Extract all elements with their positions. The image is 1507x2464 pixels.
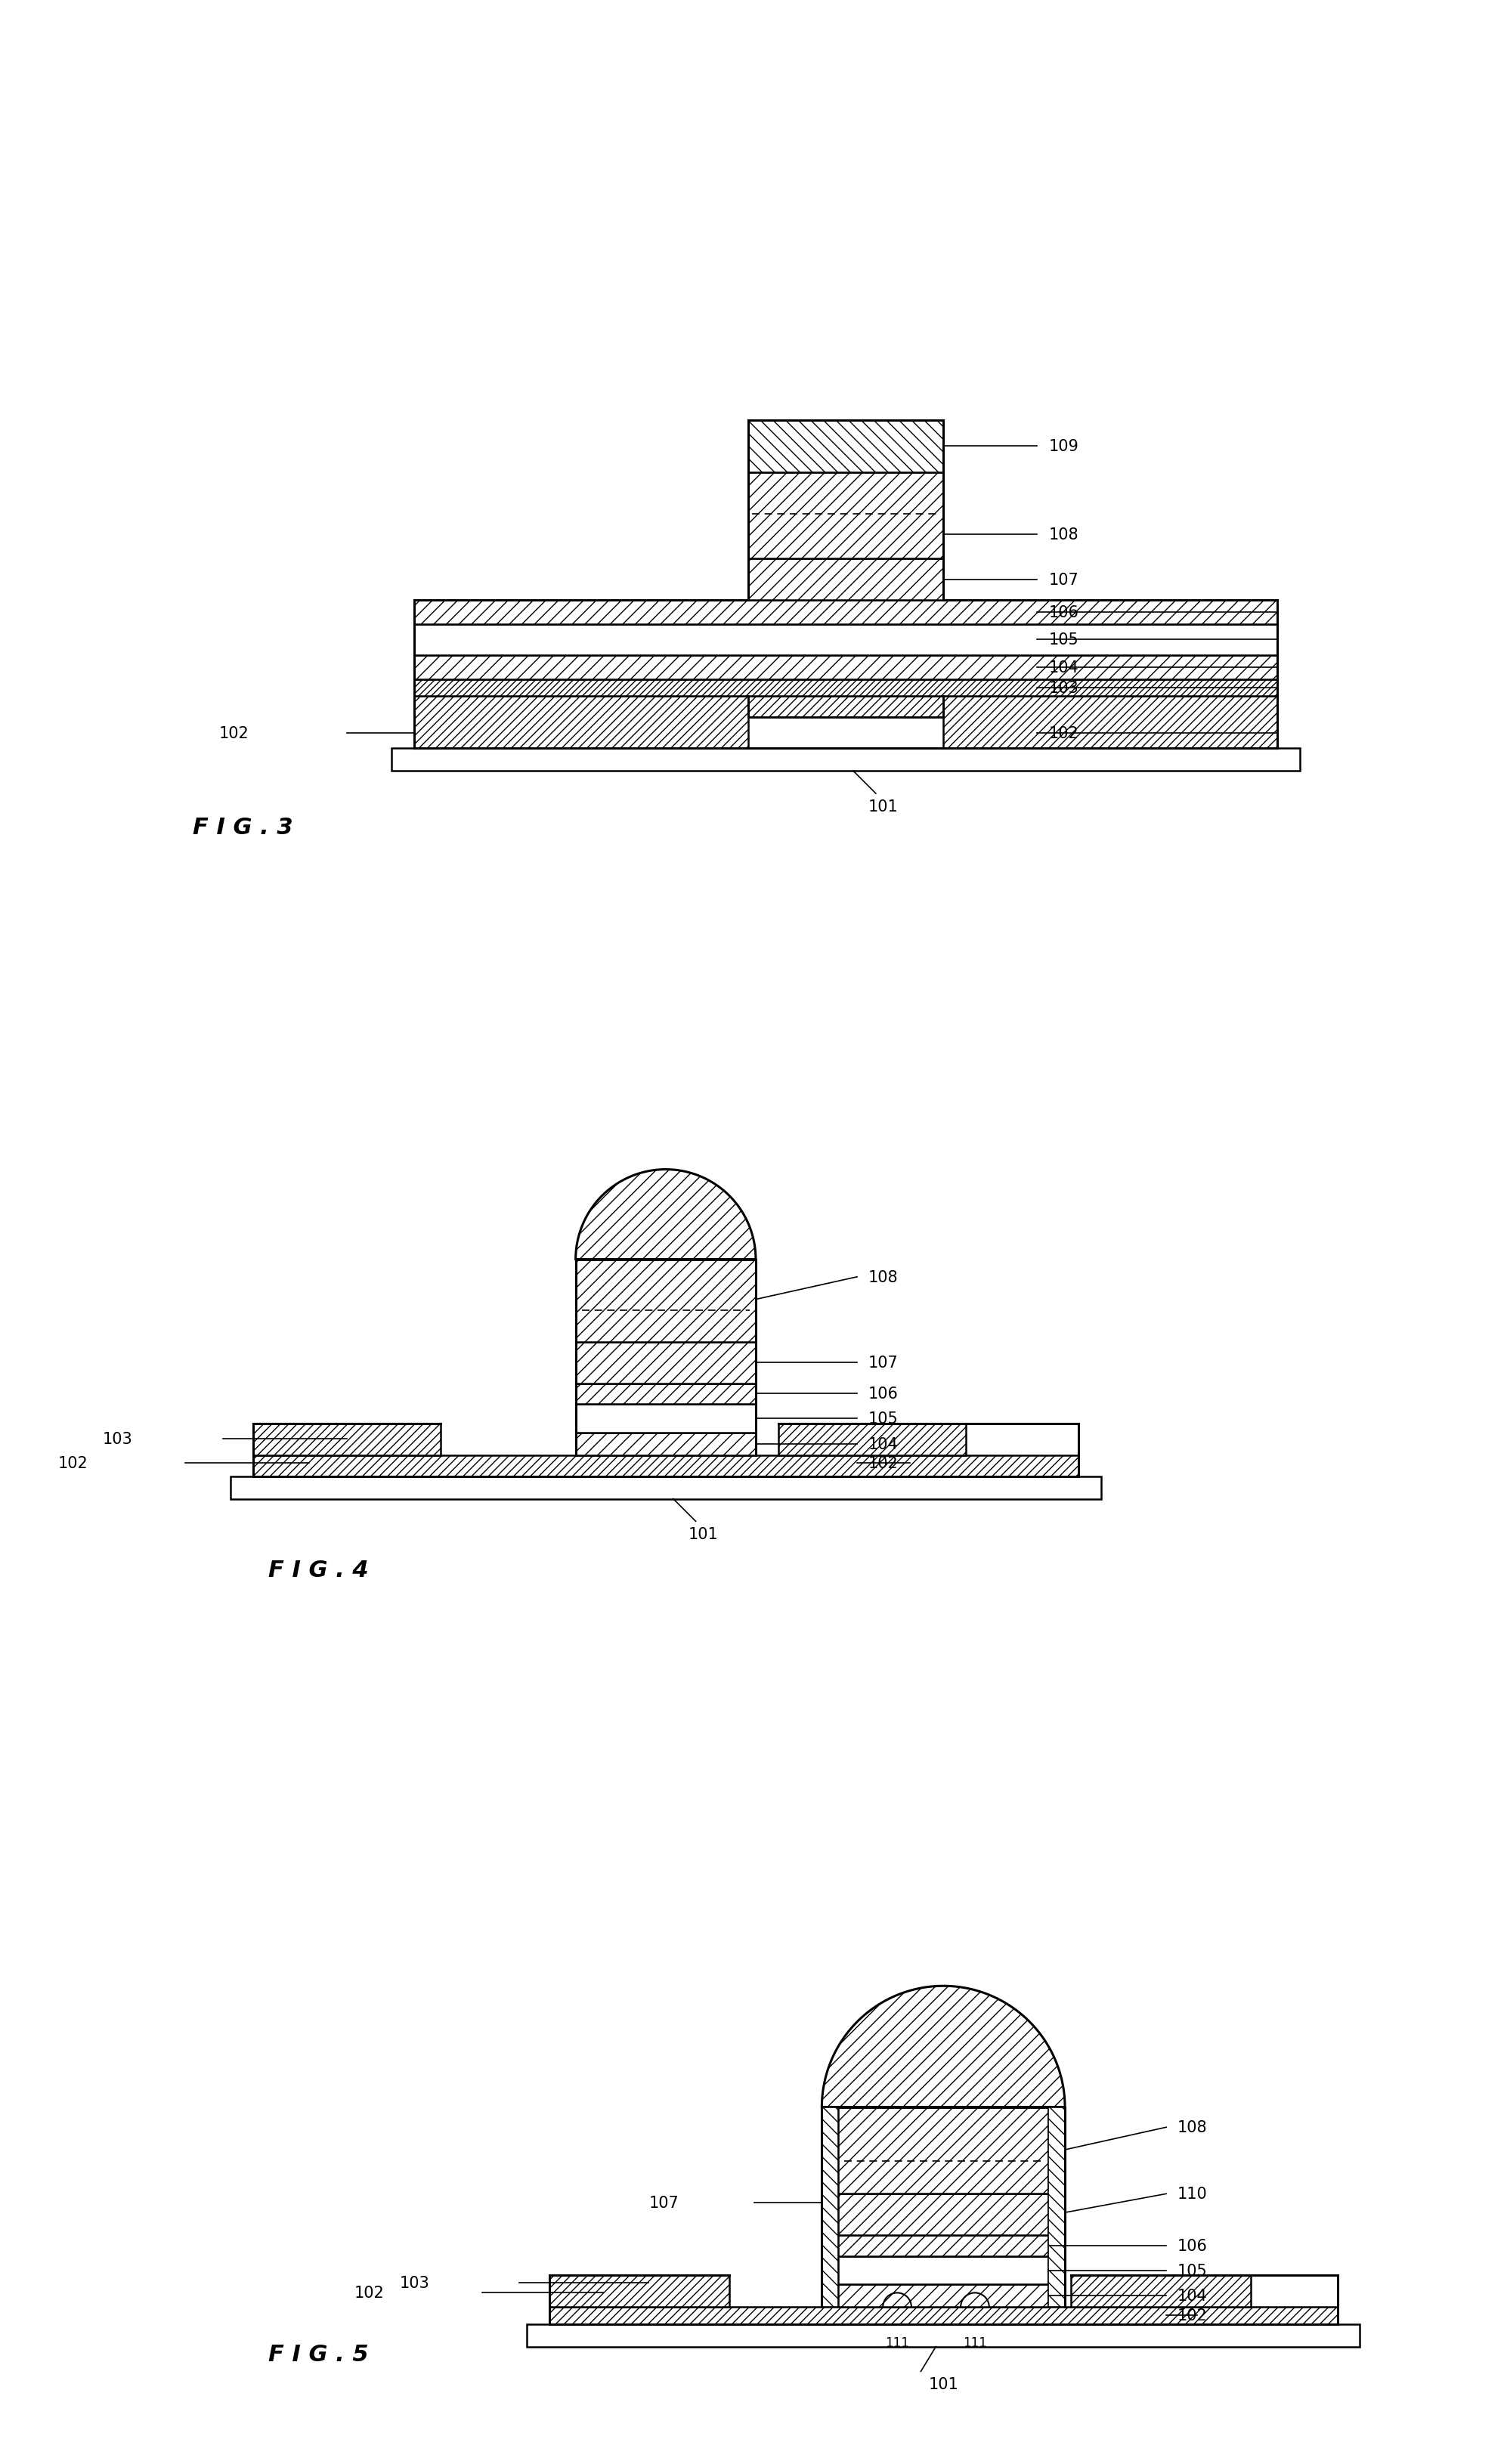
Text: 102: 102 [868,1456,898,1471]
Text: 107: 107 [1049,572,1079,586]
Text: 106: 106 [1177,2237,1207,2252]
Text: 108: 108 [1049,527,1079,542]
Text: 102: 102 [1049,724,1079,742]
Text: F I G . 4: F I G . 4 [268,1560,368,1582]
Text: 101: 101 [689,1528,719,1542]
Bar [778,1424,966,1456]
Bar [414,601,1278,623]
Bar [749,473,943,559]
Bar [749,421,943,473]
Bar [576,1382,755,1404]
Bar [414,680,1278,697]
Bar [392,749,1301,771]
Text: 104: 104 [1177,2289,1207,2304]
Text: 102: 102 [219,724,249,742]
Bar [1071,2274,1251,2306]
Bar [838,2193,1049,2235]
Text: 101: 101 [928,2378,958,2393]
Text: 108: 108 [1177,2119,1207,2134]
Text: 102: 102 [354,2284,384,2299]
Text: 108: 108 [868,1269,898,1284]
Text: 106: 106 [1049,604,1079,621]
Bar [414,697,749,749]
Bar [576,1259,755,1343]
Text: 105: 105 [1049,633,1079,648]
Bar [576,1434,755,1456]
Text: 107: 107 [650,2195,680,2210]
Text: 103: 103 [399,2274,429,2289]
Bar [838,2235,1049,2257]
Text: 109: 109 [1049,439,1079,453]
Text: 102: 102 [57,1456,87,1471]
Bar [821,2107,838,2306]
Bar [253,1456,1079,1476]
Bar [838,2107,1049,2193]
Bar [414,655,1278,680]
Bar [414,623,1278,655]
Bar [527,2324,1359,2346]
Bar [550,2306,1337,2324]
Text: 103: 103 [102,1432,133,1446]
Text: 105: 105 [1177,2262,1207,2277]
Text: 101: 101 [868,798,898,813]
Text: 110: 110 [1177,2186,1207,2200]
Bar [838,2284,1049,2306]
Polygon shape [576,1170,755,1259]
Bar [253,1424,440,1456]
Text: 105: 105 [868,1412,898,1427]
Text: 106: 106 [868,1387,898,1402]
Bar [943,697,1278,749]
Bar [576,1343,755,1382]
Text: 103: 103 [1049,680,1079,695]
Text: 104: 104 [868,1437,898,1451]
Bar [550,2274,729,2306]
Bar [749,559,943,601]
Polygon shape [821,1986,1065,2107]
Text: F I G . 5: F I G . 5 [268,2343,368,2365]
Text: F I G . 3: F I G . 3 [193,816,292,838]
Bar [838,2257,1049,2284]
Bar [1049,2107,1065,2306]
Bar [231,1476,1102,1498]
Text: 107: 107 [868,1355,898,1370]
Text: 102: 102 [1177,2306,1207,2324]
Text: 111: 111 [963,2336,987,2348]
Text: 104: 104 [1049,660,1079,675]
Bar [576,1404,755,1434]
Text: 111: 111 [885,2336,909,2348]
Bar [749,697,943,717]
